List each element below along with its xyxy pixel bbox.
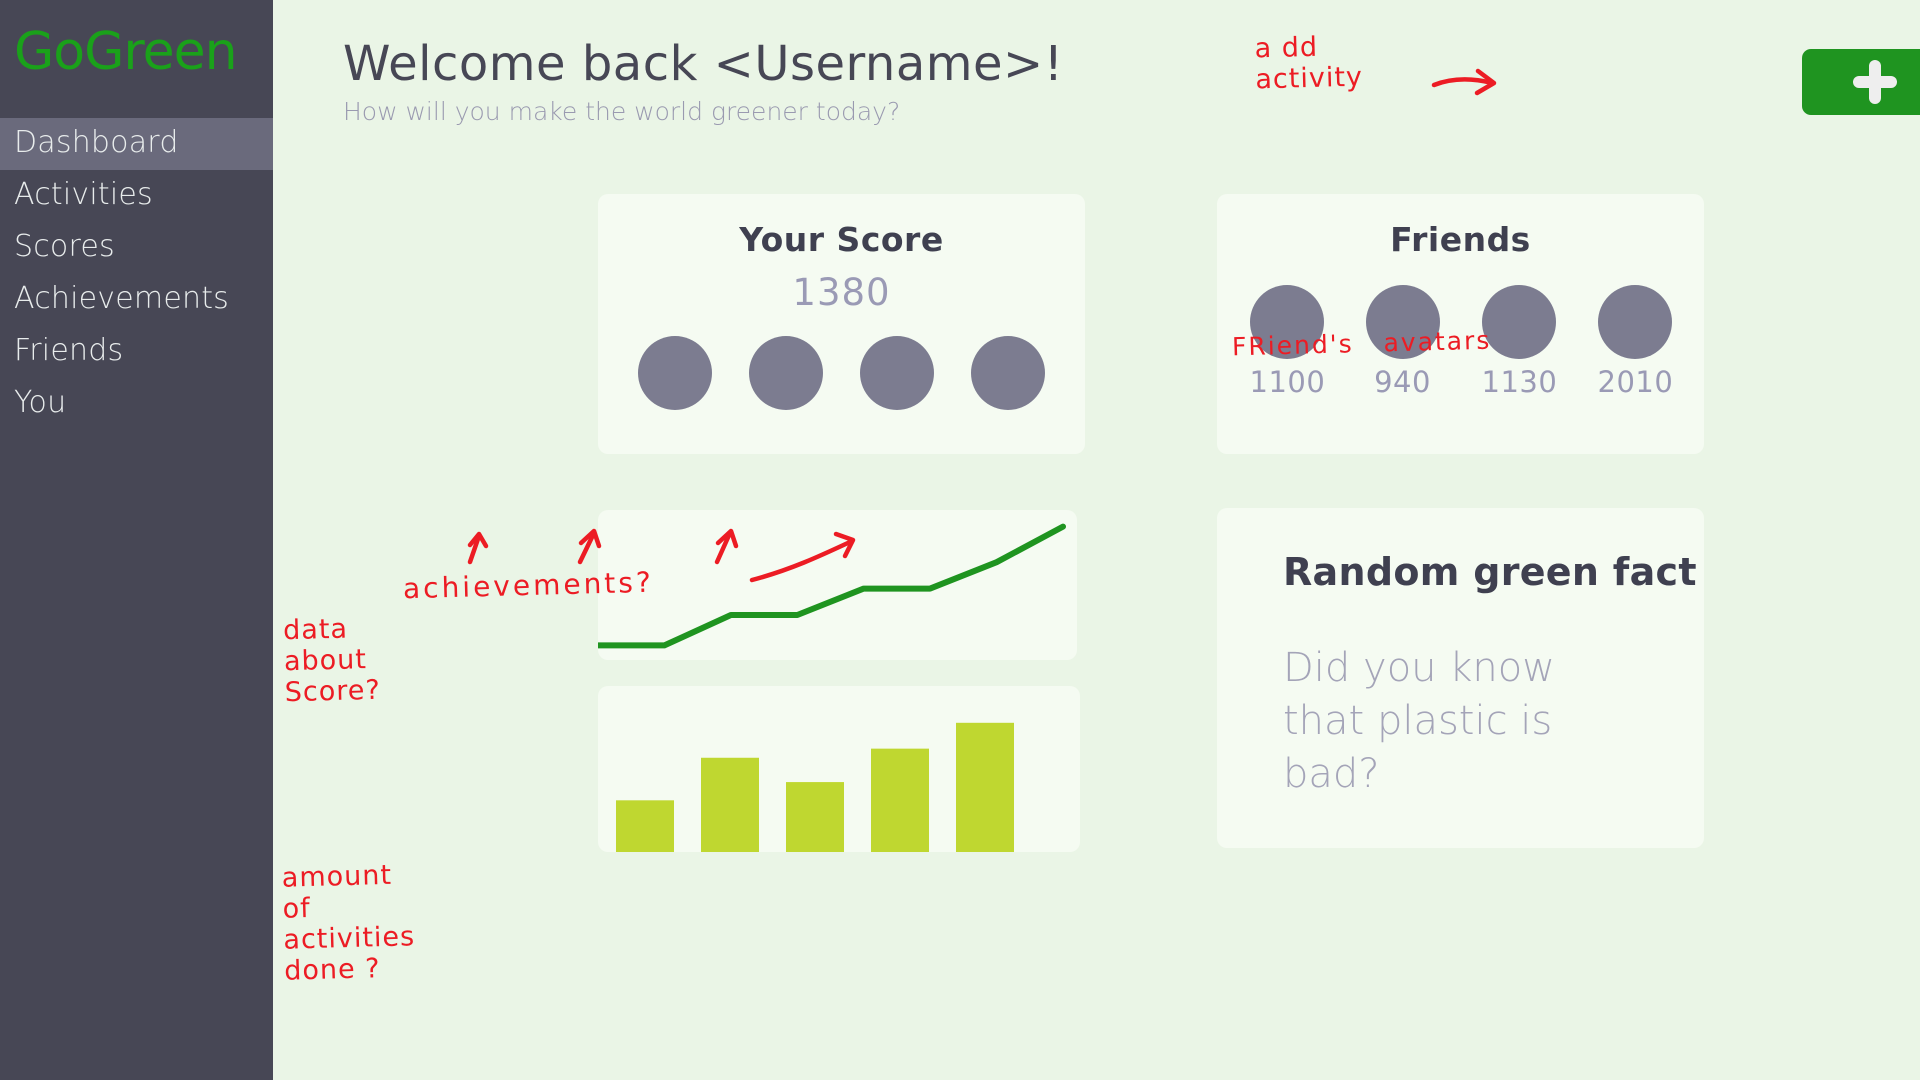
- sidebar-item-dashboard[interactable]: Dashboard: [0, 118, 273, 170]
- friend-score: 1100: [1249, 365, 1326, 399]
- achievement-badge-row: [598, 336, 1085, 410]
- avatar[interactable]: [1597, 285, 1672, 359]
- achievement-badge[interactable]: [860, 336, 934, 410]
- score-value: 1380: [792, 271, 891, 314]
- achievement-badge[interactable]: [971, 336, 1045, 410]
- bar: [701, 757, 759, 852]
- friend-score: 2010: [1597, 365, 1674, 399]
- friend-score: 940: [1374, 365, 1431, 399]
- page-subtitle: How will you make the world greener toda…: [343, 97, 901, 126]
- score-card: Your Score 1380: [598, 194, 1085, 454]
- activities-bar-chart: [616, 722, 1014, 852]
- activities-bar-chart-card[interactable]: [598, 686, 1080, 852]
- sidebar-item-achievements[interactable]: Achievements: [14, 281, 229, 316]
- random-fact-title: Random green fact: [1283, 550, 1697, 594]
- sidebar-item-activities[interactable]: Activities: [14, 177, 153, 212]
- sidebar-item-you[interactable]: You: [14, 385, 67, 420]
- friend-score: 1130: [1481, 365, 1558, 399]
- bar: [616, 800, 674, 852]
- friends-score-row: 1100 940 1130 2010: [1217, 365, 1704, 399]
- add-activity-button[interactable]: [1802, 49, 1920, 115]
- random-fact-body: Did you know that plastic is bad?: [1283, 645, 1555, 797]
- friends-card: Friends 1100 940 1130 2010: [1217, 194, 1704, 454]
- bar: [956, 722, 1014, 852]
- random-fact-card: Random green fact Did you know that plas…: [1217, 508, 1704, 848]
- page-title: Welcome back <Username>!: [343, 36, 1064, 92]
- avatar[interactable]: [1481, 285, 1556, 359]
- avatar[interactable]: [1249, 285, 1324, 359]
- avatar[interactable]: [1365, 285, 1440, 359]
- score-line-chart: [598, 523, 1066, 649]
- score-line-chart-card[interactable]: [598, 510, 1077, 660]
- sidebar-item-friends[interactable]: Friends: [14, 333, 124, 368]
- achievement-badge[interactable]: [638, 336, 712, 410]
- score-card-title: Your Score: [739, 220, 944, 259]
- sidebar-nav: Dashboard Activities Scores Achievements…: [0, 118, 273, 430]
- friends-avatar-row: [1217, 285, 1704, 359]
- achievement-badge[interactable]: [749, 336, 823, 410]
- sidebar: GoGreen Dashboard Activities Scores Achi…: [0, 0, 273, 1080]
- main-content: Welcome back <Username>! How will you ma…: [273, 0, 1920, 1080]
- plus-icon: [1852, 60, 1897, 104]
- brand-logo-text: GoGreen: [14, 22, 238, 82]
- bar: [786, 782, 844, 852]
- sidebar-item-scores[interactable]: Scores: [14, 229, 115, 264]
- bar: [871, 748, 929, 852]
- friends-card-title: Friends: [1390, 220, 1531, 259]
- page-header: Welcome back <Username>! How will you ma…: [273, 0, 1920, 160]
